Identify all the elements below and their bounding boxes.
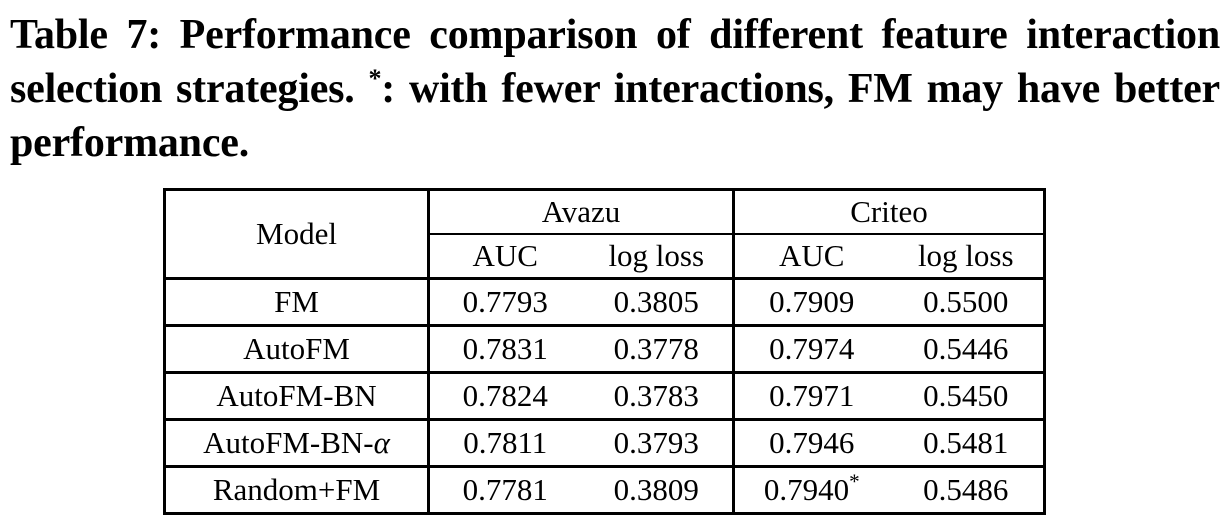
criteo-logloss-cell: 0.5450 — [888, 372, 1045, 421]
header-model: Model — [164, 189, 430, 280]
table-caption: Table 7: Performance comparison of diffe… — [10, 8, 1220, 170]
model-cell: AutoFM — [164, 325, 430, 374]
table-row-autofm-bn: AutoFM-BN 0.7824 0.3783 0.7971 0.5450 — [164, 372, 1045, 421]
caption-line-1-text: Table 7: Performance comparison of diffe… — [10, 12, 1220, 58]
results-table: Model Avazu Criteo AUC log loss AUC log … — [163, 188, 1046, 515]
model-cell: Random+FM — [164, 466, 430, 514]
model-cell: FM — [164, 278, 430, 327]
model-cell: AutoFM-BN-α — [164, 419, 430, 468]
criteo-logloss-cell: 0.5486 — [923, 472, 1009, 507]
criteo-auc-cell: 0.7971 — [733, 372, 889, 421]
avazu-auc-cell: 0.7793 — [428, 278, 581, 327]
header-criteo-auc: AUC — [733, 233, 889, 280]
criteo-logloss-cell: 0.5481 — [888, 419, 1045, 468]
avazu-auc-cell: 0.7781 — [462, 472, 548, 507]
header-row-metrics: AUC log loss AUC log loss — [165, 233, 1045, 280]
caption-line-2-post: : with fewer interactions, FM may have b… — [381, 66, 1220, 112]
avazu-logloss-cell: 0.3783 — [580, 372, 735, 421]
caption-line-3: performance. — [10, 116, 1220, 170]
criteo-auc-cell: 0.7974 — [733, 325, 889, 374]
alpha-symbol: α — [373, 425, 390, 460]
criteo-auc-cell: 0.7940* — [734, 467, 889, 514]
header-avazu-logloss: log loss — [580, 233, 735, 280]
header-criteo-logloss: log loss — [888, 233, 1045, 280]
criteo-auc-value: 0.7940 — [763, 472, 850, 507]
avazu-logloss-cell: 0.3809 — [580, 466, 735, 514]
criteo-logloss-cell: 0.5446 — [888, 325, 1045, 374]
caption-line-1: Table 7: Performance comparison of diffe… — [10, 8, 1220, 62]
caption-line-3-text: performance. — [10, 120, 249, 166]
avazu-auc-cell: 0.7824 — [428, 372, 581, 421]
avazu-logloss-cell: 0.3778 — [580, 325, 735, 374]
header-avazu-auc: AUC — [428, 233, 581, 280]
model-cell: AutoFM-BN — [164, 372, 430, 421]
avazu-auc-cell: 0.7811 — [428, 419, 581, 468]
header-group-criteo: Criteo — [733, 189, 1045, 235]
header-group-avazu: Avazu — [428, 189, 735, 235]
avazu-logloss-cell: 0.3793 — [580, 419, 735, 468]
caption-line-2: selection strategies. *: with fewer inte… — [10, 62, 1220, 116]
header-row-datasets: Model Avazu Criteo — [164, 189, 1045, 280]
caption-asterisk: * — [368, 64, 382, 93]
table-row-fm: FM 0.7793 0.3805 0.7909 0.5500 — [164, 278, 1045, 327]
model-name-prefix: AutoFM-BN- — [203, 425, 374, 460]
table-row-autofm-bn-alpha: AutoFM-BN-α 0.7811 0.3793 0.7946 0.5481 — [164, 419, 1045, 468]
caption-line-2-pre: selection strategies. — [10, 66, 369, 112]
table-row-autofm: AutoFM 0.7831 0.3778 0.7974 0.5446 — [164, 325, 1045, 374]
table-row-random-fm: Random+FM 0.7781 0.3809 0.7940* 0.5486 — [164, 466, 1045, 514]
avazu-auc-cell: 0.7831 — [428, 325, 581, 374]
footnote-asterisk: * — [849, 469, 860, 494]
avazu-logloss-cell: 0.3805 — [580, 278, 735, 327]
criteo-auc-cell: 0.7946 — [733, 419, 889, 468]
criteo-logloss-cell: 0.5500 — [888, 278, 1045, 327]
criteo-auc-cell: 0.7909 — [733, 278, 889, 327]
